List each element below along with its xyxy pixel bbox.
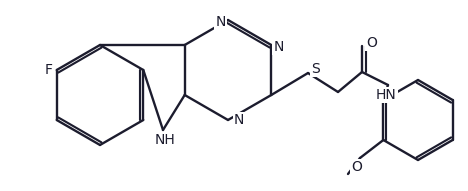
Text: HN: HN xyxy=(376,88,396,102)
Text: NH: NH xyxy=(154,133,176,147)
Text: N: N xyxy=(273,40,284,54)
Text: O: O xyxy=(366,36,377,50)
Text: S: S xyxy=(311,62,320,76)
Text: N: N xyxy=(216,15,226,29)
Text: O: O xyxy=(351,160,362,174)
Text: N: N xyxy=(234,113,244,127)
Text: F: F xyxy=(45,63,53,77)
